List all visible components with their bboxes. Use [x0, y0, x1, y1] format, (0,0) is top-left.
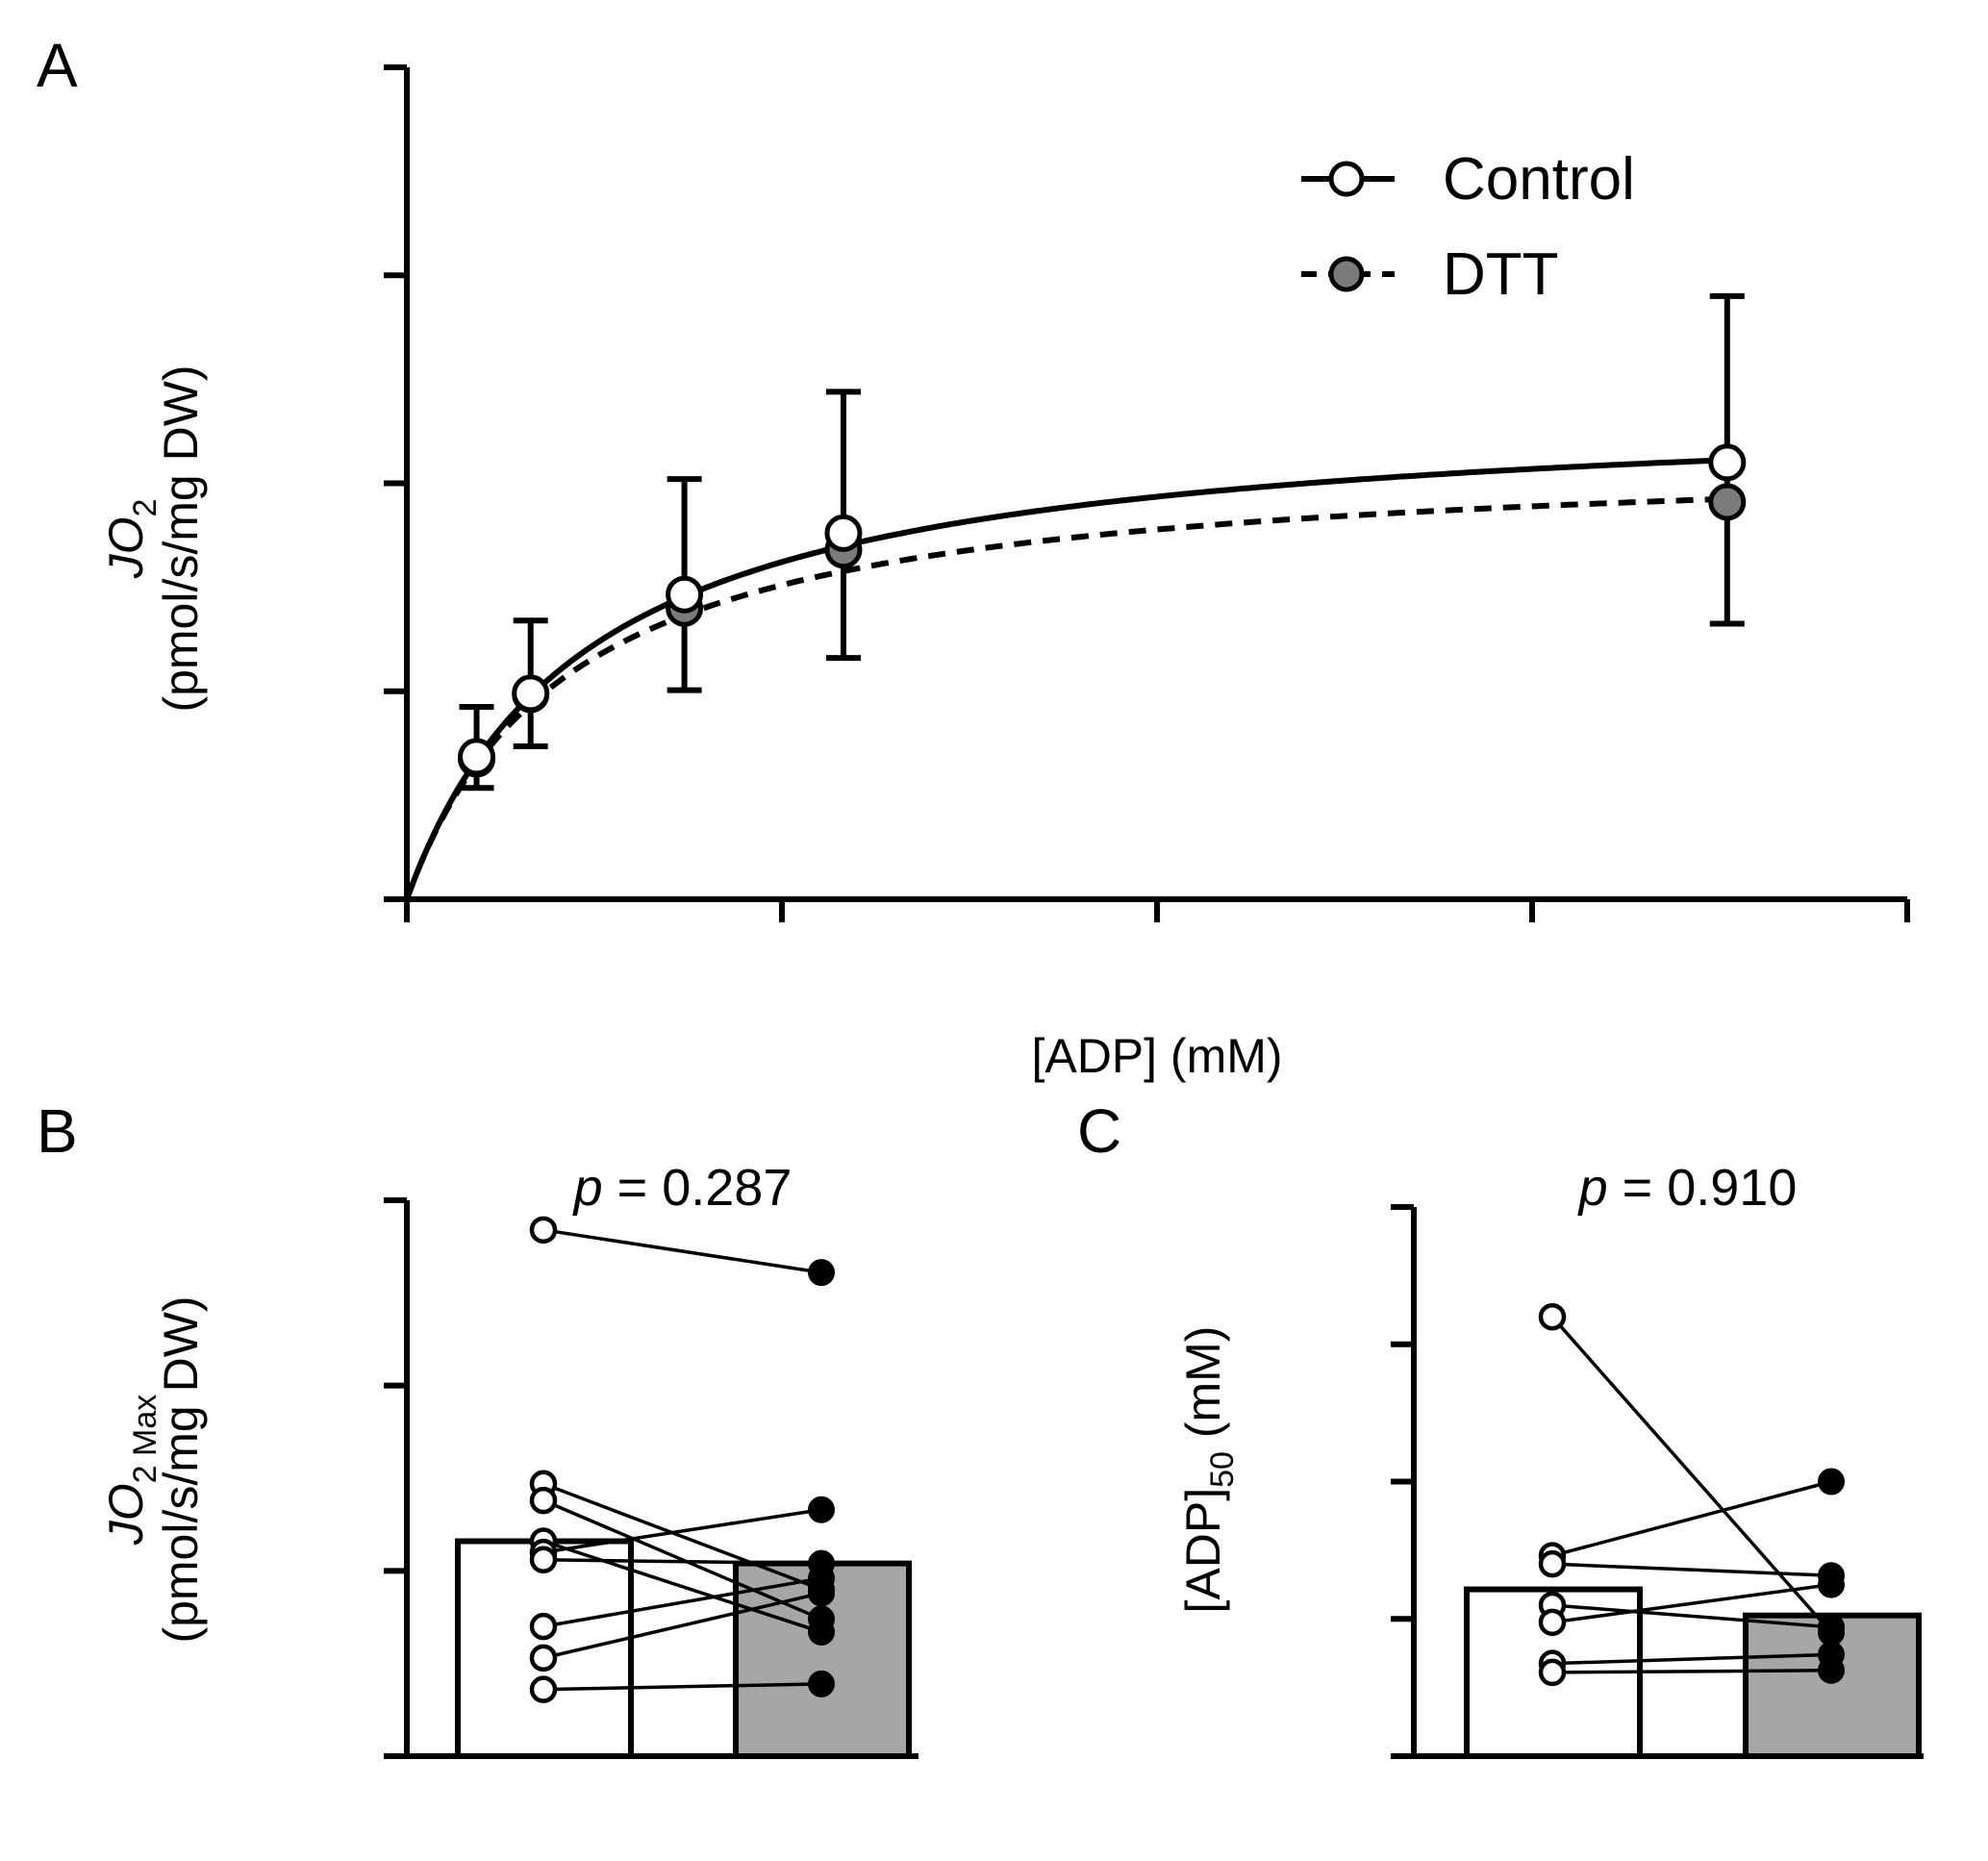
panel-b-ylabel: JO2 Max — [99, 1395, 164, 1547]
panel-b-ylabel-units: (pmol/s/mg DW) — [154, 1295, 208, 1643]
panel-b-pair-line — [542, 1591, 822, 1660]
panel-b-pair-line — [542, 1498, 822, 1622]
panel-c-ylabel: [ADP]50 (mM) — [1176, 1326, 1241, 1614]
panel-b-pair-line — [542, 1539, 822, 1634]
panel-b-point-dtt — [808, 1496, 835, 1523]
panel-b-chart: (pmol/s/mg DW) JO2 Max p = 0.287 — [99, 1159, 919, 1760]
panel-b-pair-line — [542, 1576, 822, 1628]
panel-c-pair-line — [1551, 1582, 1832, 1624]
panel-b-point-control — [529, 1644, 558, 1672]
legend-control-label: Control — [1443, 146, 1635, 213]
panel-c-pair-line — [1551, 1669, 1832, 1674]
panel-a-point-control — [1708, 443, 1747, 482]
panel-a-ylabel: JO2 — [99, 499, 164, 580]
legend-control-marker — [1328, 161, 1365, 197]
panel-b-point-control — [529, 1486, 558, 1515]
panel-b-pair-line — [542, 1682, 822, 1692]
panel-c-point-dtt — [1818, 1613, 1845, 1641]
panel-c-pair-line — [1551, 1479, 1832, 1558]
panel-a-point-control — [824, 514, 863, 552]
panel-c-chart: [ADP]50 (mM) p = 0.910 — [1176, 1159, 1924, 1760]
panel-c-label: C — [1077, 1096, 1121, 1166]
panel-c-pvalue: p = 0.910 — [1577, 1159, 1798, 1217]
panel-c-p-text: = 0.910 — [1608, 1159, 1798, 1217]
panel-a-point-control — [458, 738, 496, 776]
panel-c-pair-line — [1551, 1652, 1832, 1666]
panel-b-point-dtt — [808, 1670, 835, 1698]
panel-a-ylabel-units: (pmol/s/mg DW) — [154, 365, 208, 712]
panel-a-label: A — [37, 31, 78, 100]
panel-a-fit-line-dtt — [404, 495, 1727, 901]
panel-a-ylabel-sub: 2 — [127, 499, 164, 517]
panel-b-point-dtt — [808, 1259, 835, 1287]
panel-b-p-symbol: p — [572, 1159, 603, 1217]
panel-c-p-symbol: p — [1577, 1159, 1608, 1217]
panel-a-point-dtt — [1708, 483, 1747, 521]
panel-b-pair-line — [542, 1228, 822, 1274]
panel-b-point-control — [529, 1675, 558, 1703]
panel-c-point-dtt — [1818, 1571, 1845, 1598]
panel-a-fit-line-control — [404, 457, 1727, 901]
panel-a-chart: (pmol/s/mg DW) JO2 [ADP] (mM) Control DT… — [99, 64, 1910, 1083]
panel-b-pair-line — [542, 1508, 822, 1554]
panel-b-point-control — [529, 1546, 558, 1574]
panel-b-pair-line — [542, 1482, 822, 1592]
panel-a-ylabel-main: JO — [99, 517, 153, 580]
panel-c-point-control — [1538, 1608, 1567, 1637]
panel-c-point-dtt — [1818, 1656, 1845, 1684]
panel-b-point-control — [529, 1216, 558, 1245]
panel-c-point-control — [1538, 1549, 1567, 1578]
panel-b-point-control — [529, 1612, 558, 1641]
panel-c-pair-line — [1551, 1603, 1832, 1629]
legend-dtt-label: DTT — [1443, 241, 1559, 308]
panel-b-pair-line — [542, 1558, 822, 1566]
panel-c-ylabel-post: (mM) — [1176, 1326, 1230, 1452]
panel-a-legend: Control DTT — [1301, 146, 1635, 308]
panel-b-point-dtt — [808, 1579, 835, 1607]
panel-c-point-control — [1538, 1302, 1567, 1331]
panel-b-ylabel-sub: 2 Max — [127, 1395, 164, 1484]
panel-c-point-control — [1538, 1658, 1567, 1687]
panel-b-label: B — [37, 1096, 78, 1166]
panel-b-point-dtt — [808, 1618, 835, 1646]
panel-c-ylabel-sub: 50 — [1204, 1451, 1241, 1488]
panel-c-ylabel-pre: [ADP] — [1176, 1488, 1230, 1614]
panel-b-ylabel-main: JO — [99, 1483, 153, 1546]
panel-a-xlabel: [ADP] (mM) — [1031, 1029, 1282, 1083]
panel-a-point-control — [666, 575, 704, 614]
panel-c-point-dtt — [1818, 1468, 1845, 1496]
panel-b-pvalue: p = 0.287 — [572, 1159, 793, 1217]
panel-a-point-control — [512, 674, 550, 713]
legend-dtt-marker — [1328, 256, 1365, 292]
panel-c-pair-line — [1550, 1316, 1833, 1634]
panel-b-p-text: = 0.287 — [603, 1159, 793, 1217]
panel-c-pair-line — [1551, 1562, 1832, 1578]
